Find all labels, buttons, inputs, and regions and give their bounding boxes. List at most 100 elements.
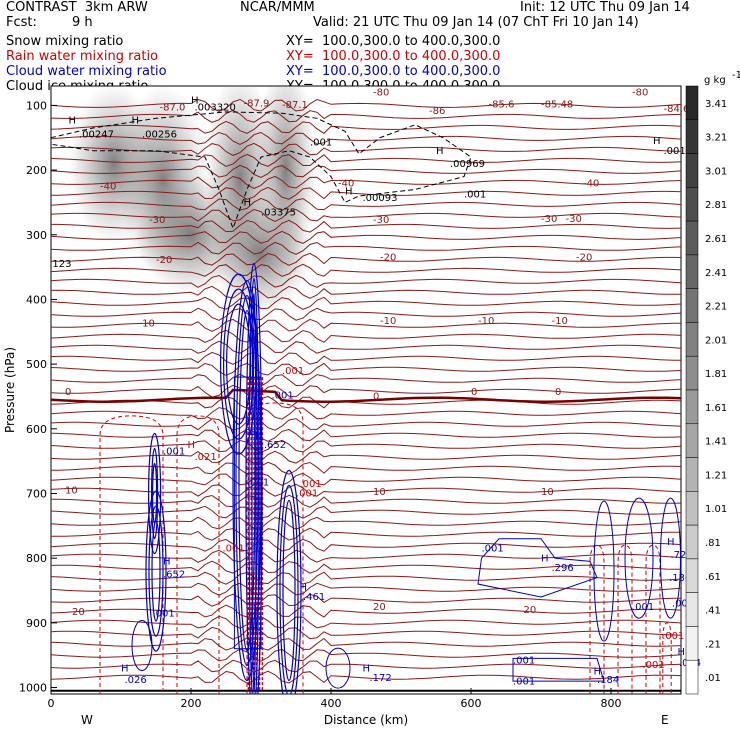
y-tick-label: 700 (26, 487, 47, 500)
rain-contour (645, 544, 661, 694)
cloud-water-label: .001 (482, 544, 504, 555)
rain-contour (662, 622, 672, 694)
colorbar: 3.41 3.21 3.01 2.81 2.61 2.41 2.21 2.01 1.81 1.61… (685, 70, 740, 695)
isotherm-label: 0 (555, 387, 561, 398)
colorbar-swatch (685, 592, 699, 627)
snow-label: .00256 (142, 130, 177, 141)
isotherm-line (51, 285, 681, 299)
east-label: E (661, 713, 669, 727)
cloud-water-label: .026 (125, 675, 147, 686)
isotherm-line (51, 670, 681, 684)
field-xy-rain: XY= 100.0,300.0 to 400.0,300.0 (286, 49, 501, 64)
rain-label: .001 (643, 660, 665, 671)
isotherm-line (51, 219, 681, 233)
isotherm-line (51, 175, 681, 189)
cloud-water-contour (238, 309, 256, 652)
colorbar-swatch (685, 85, 699, 121)
y-tick-label: 500 (26, 358, 47, 371)
colorbar-swatch (685, 119, 699, 154)
cloud-water-contour (151, 520, 161, 622)
isotherm-line (51, 615, 681, 629)
isotherm-line (51, 549, 681, 563)
cloud-water-contour (325, 647, 351, 689)
ice-label: .00093 (363, 193, 398, 204)
snow-label: .00969 (450, 159, 485, 170)
cloud-water-label: .001 (247, 478, 269, 489)
cloud-water-contour (512, 657, 605, 682)
snow-label: H (191, 95, 199, 106)
cloud-water-label: H (678, 647, 686, 658)
isotherm-line (51, 648, 681, 662)
isotherm-line (51, 659, 681, 673)
hydrometeor-contours (51, 111, 681, 694)
y-axis-label: Pressure (hPa) (3, 347, 17, 433)
rain-label: .001 (300, 479, 322, 490)
isotherm-label: -80 (632, 88, 648, 99)
colorbar-swatch (685, 322, 699, 357)
forecast-label: Fcst: (6, 15, 37, 30)
rain-label: H (188, 440, 196, 451)
colorbar-label: 1.81 (705, 369, 727, 380)
field-xy-cloud-water: XY= 100.0,300.0 to 400.0,300.0 (286, 64, 501, 79)
y-tick-label: 800 (26, 552, 47, 565)
cloud-water-label: .001 (272, 390, 294, 401)
cloud-water-label: .461 (303, 592, 325, 603)
cloud-water-label: H (667, 537, 675, 548)
cloud-water-label: H (251, 431, 259, 442)
cloud-water-label: .001 (513, 676, 535, 687)
isotherm-label: 10 (65, 485, 78, 496)
cloud-water-label: .172 (370, 673, 392, 684)
colorbar-label: 2.21 (705, 302, 727, 313)
isotherm-line (51, 296, 681, 310)
isotherm-line (51, 637, 681, 651)
isotherm-line (51, 230, 681, 244)
colorbar-label: .01 (705, 673, 721, 684)
cloud-water-contour (276, 469, 302, 694)
isotherm-line (51, 340, 681, 354)
rain-label: .001 (223, 544, 245, 555)
colorbar-label: 2.61 (705, 234, 727, 245)
cloud-water-label: .652 (163, 570, 185, 581)
cloud-water-label: .184 (597, 675, 619, 686)
isotherm-label: -80 (373, 88, 389, 99)
isotherm-label: 0 (65, 387, 71, 398)
snow-label: .001 (310, 138, 332, 149)
isotherm-label: -10 (552, 316, 568, 327)
isotherm-line (51, 351, 681, 365)
y-tick-label: 200 (26, 164, 47, 177)
field-xy-snow: XY= 100.0,300.0 to 400.0,300.0 (286, 34, 501, 49)
y-tick-label: 400 (26, 293, 47, 306)
cloud-water-contour (152, 462, 158, 525)
x-tick-label: 600 (461, 697, 482, 710)
colorbar-label: 2.41 (705, 268, 727, 279)
cloud-water-label: .721 (671, 550, 693, 561)
isotherm-line (51, 252, 681, 266)
y-tick-label: 100 (26, 99, 47, 112)
cloud-water-label: H (121, 663, 129, 674)
snow-label: H (653, 136, 661, 147)
isotherm-label: -84.6 (664, 104, 690, 115)
isotherm-label: -10 (139, 319, 155, 330)
isotherm-line (51, 307, 681, 321)
rain-label: .001 (296, 489, 318, 500)
isotherm-line (51, 274, 681, 288)
cloud-water-contour (235, 294, 259, 667)
isotherm-label: 0 (373, 392, 379, 403)
snow-label: .00139 (664, 146, 699, 157)
cloud-water-label: H (594, 667, 602, 678)
isotherm-line (51, 406, 681, 420)
cloud-water-label: H (300, 583, 308, 594)
isotherm-line (51, 626, 681, 640)
isotherm-line (51, 197, 681, 211)
isotherm-label: -20 (576, 253, 592, 264)
cloud-water-label: .296 (552, 563, 574, 574)
colorbar-label: 3.21 (705, 133, 727, 144)
valid-time: Valid: 21 UTC Thu 09 Jan 14 (07 ChT Fri … (313, 15, 639, 30)
colorbar-label: 2.01 (705, 335, 727, 346)
isotherm-line (51, 439, 681, 453)
x-tick-label: 0 (48, 697, 55, 710)
isotherm-label: -30 (566, 214, 582, 225)
isotherm-line (51, 153, 681, 167)
